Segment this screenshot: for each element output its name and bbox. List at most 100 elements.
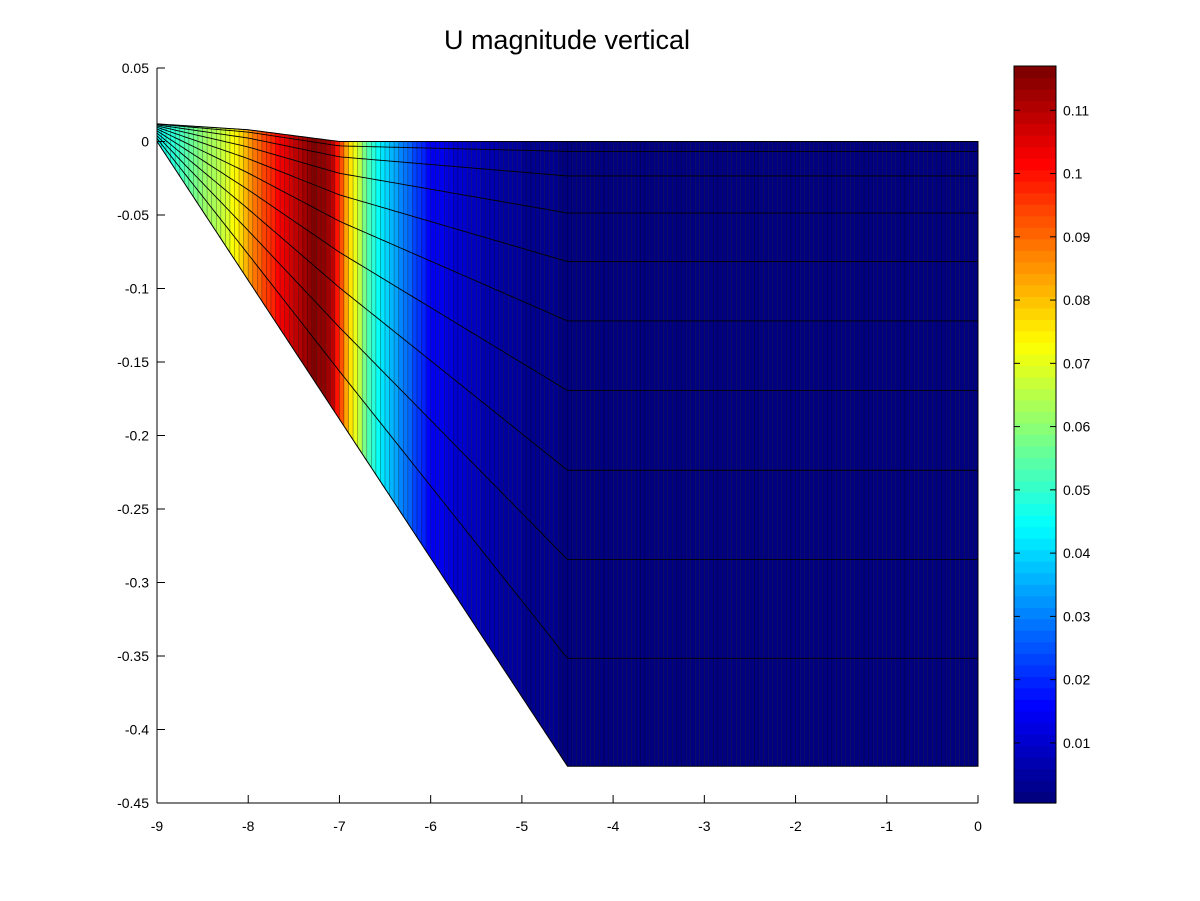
colorbar-band bbox=[1014, 526, 1056, 539]
colorbar-band bbox=[1014, 584, 1056, 597]
mesh-cell bbox=[366, 141, 372, 469]
mesh-cell bbox=[480, 141, 486, 643]
mesh-cell bbox=[617, 141, 623, 767]
colorbar-band bbox=[1014, 66, 1056, 79]
y-tick-label: -0.1 bbox=[125, 281, 149, 297]
colorbar-band bbox=[1014, 123, 1056, 136]
y-tick-label: -0.3 bbox=[125, 575, 149, 591]
mesh-cell bbox=[840, 141, 847, 767]
mesh-cell bbox=[462, 141, 468, 615]
mesh-layer-line bbox=[156, 135, 978, 561]
colorbar-band bbox=[1014, 630, 1056, 643]
x-tick-label: -9 bbox=[151, 818, 164, 834]
mesh-cell bbox=[558, 141, 564, 761]
y-tick-label: 0.05 bbox=[122, 60, 149, 76]
colorbar-band bbox=[1014, 572, 1056, 585]
mesh-cell bbox=[704, 141, 710, 767]
colorbar-band bbox=[1014, 181, 1056, 194]
mesh-cell bbox=[854, 141, 860, 767]
mesh-cell bbox=[964, 141, 970, 767]
domain-outline bbox=[156, 123, 979, 767]
mesh-cell bbox=[927, 141, 933, 767]
mesh-cell bbox=[425, 141, 431, 560]
mesh-cell bbox=[936, 141, 942, 767]
mesh-cell bbox=[895, 141, 901, 767]
colorbar-band bbox=[1014, 100, 1056, 113]
mesh-cell bbox=[448, 141, 454, 594]
mesh-cell bbox=[726, 141, 733, 767]
x-tick-label: -8 bbox=[242, 818, 255, 834]
mesh-cell bbox=[968, 141, 974, 767]
mesh-cell bbox=[585, 141, 591, 767]
mesh-cell bbox=[512, 141, 518, 691]
colorbar-band bbox=[1014, 503, 1056, 516]
mesh-cell bbox=[562, 141, 568, 768]
mesh-cell bbox=[631, 141, 637, 767]
mesh-cell bbox=[795, 141, 801, 767]
mesh-cell bbox=[877, 141, 883, 767]
mesh-cell bbox=[439, 141, 445, 580]
mesh-cell bbox=[498, 141, 504, 671]
colorbar-band bbox=[1014, 296, 1056, 309]
colorbar-band bbox=[1014, 215, 1056, 228]
colorbar-tick-label: 0.11 bbox=[1063, 102, 1089, 118]
y-tick-label: 0 bbox=[141, 134, 149, 150]
mesh-cell bbox=[868, 141, 874, 767]
mesh-cell bbox=[818, 141, 824, 767]
colorbar-tick-label: 0.05 bbox=[1063, 482, 1090, 498]
colorbar-band bbox=[1014, 307, 1056, 320]
colorbar-tick-label: 0.1 bbox=[1063, 166, 1083, 182]
mesh-cell bbox=[863, 141, 869, 767]
colorbar-band bbox=[1014, 791, 1056, 804]
mesh-cell bbox=[973, 141, 979, 767]
mesh-cell bbox=[822, 141, 828, 767]
colorbar-tick-label: 0.03 bbox=[1063, 608, 1090, 624]
mesh-cell bbox=[243, 129, 249, 282]
mesh-layer-line bbox=[156, 138, 978, 659]
mesh-cell bbox=[859, 141, 865, 767]
mesh-cell bbox=[316, 138, 322, 393]
mesh-cell bbox=[932, 141, 938, 767]
colorbar-tick-label: 0.06 bbox=[1063, 419, 1090, 435]
mesh-layer-lines bbox=[156, 123, 978, 659]
colorbar-band bbox=[1014, 376, 1056, 390]
mesh-cell bbox=[293, 135, 299, 358]
colorbar-band bbox=[1014, 515, 1056, 528]
colorbar-band bbox=[1014, 89, 1056, 102]
colorbar-band bbox=[1014, 411, 1056, 424]
mesh-cell bbox=[352, 141, 358, 448]
colorbar-band bbox=[1014, 388, 1056, 401]
mesh-cell bbox=[357, 141, 363, 455]
mesh-cell bbox=[402, 141, 409, 525]
colorbar-tick-label: 0.08 bbox=[1063, 292, 1090, 308]
colorbar-band bbox=[1014, 342, 1056, 355]
mesh-cell bbox=[361, 141, 368, 462]
colorbar-band bbox=[1014, 158, 1056, 171]
colorbar-band bbox=[1014, 330, 1056, 343]
colorbar-band bbox=[1014, 135, 1056, 148]
colorbar-band bbox=[1014, 595, 1056, 608]
mesh-cell bbox=[904, 141, 910, 767]
mesh-cell bbox=[749, 141, 755, 767]
colorbar-tick-label: 0.01 bbox=[1063, 735, 1090, 751]
mesh-cell bbox=[261, 131, 267, 310]
mesh-cell bbox=[808, 141, 815, 767]
colorbar-band bbox=[1014, 480, 1056, 493]
mesh-cell bbox=[471, 141, 477, 629]
mesh-cell bbox=[375, 141, 381, 483]
mesh-cell bbox=[421, 141, 427, 553]
mesh-cell bbox=[872, 141, 878, 767]
mesh-cell bbox=[576, 141, 582, 767]
chart-title: U magnitude vertical bbox=[444, 25, 690, 55]
mesh-cell bbox=[521, 141, 527, 705]
mesh-cell bbox=[384, 141, 390, 497]
mesh-cell bbox=[758, 141, 764, 767]
mesh-cell bbox=[526, 141, 532, 712]
mesh-cell bbox=[941, 141, 947, 767]
colorbar-band bbox=[1014, 250, 1056, 263]
colorbar-band bbox=[1014, 469, 1056, 482]
colorbar-band bbox=[1014, 722, 1056, 735]
mesh-cell bbox=[544, 141, 550, 740]
colorbar-band bbox=[1014, 618, 1056, 631]
mesh-cell bbox=[444, 141, 450, 587]
